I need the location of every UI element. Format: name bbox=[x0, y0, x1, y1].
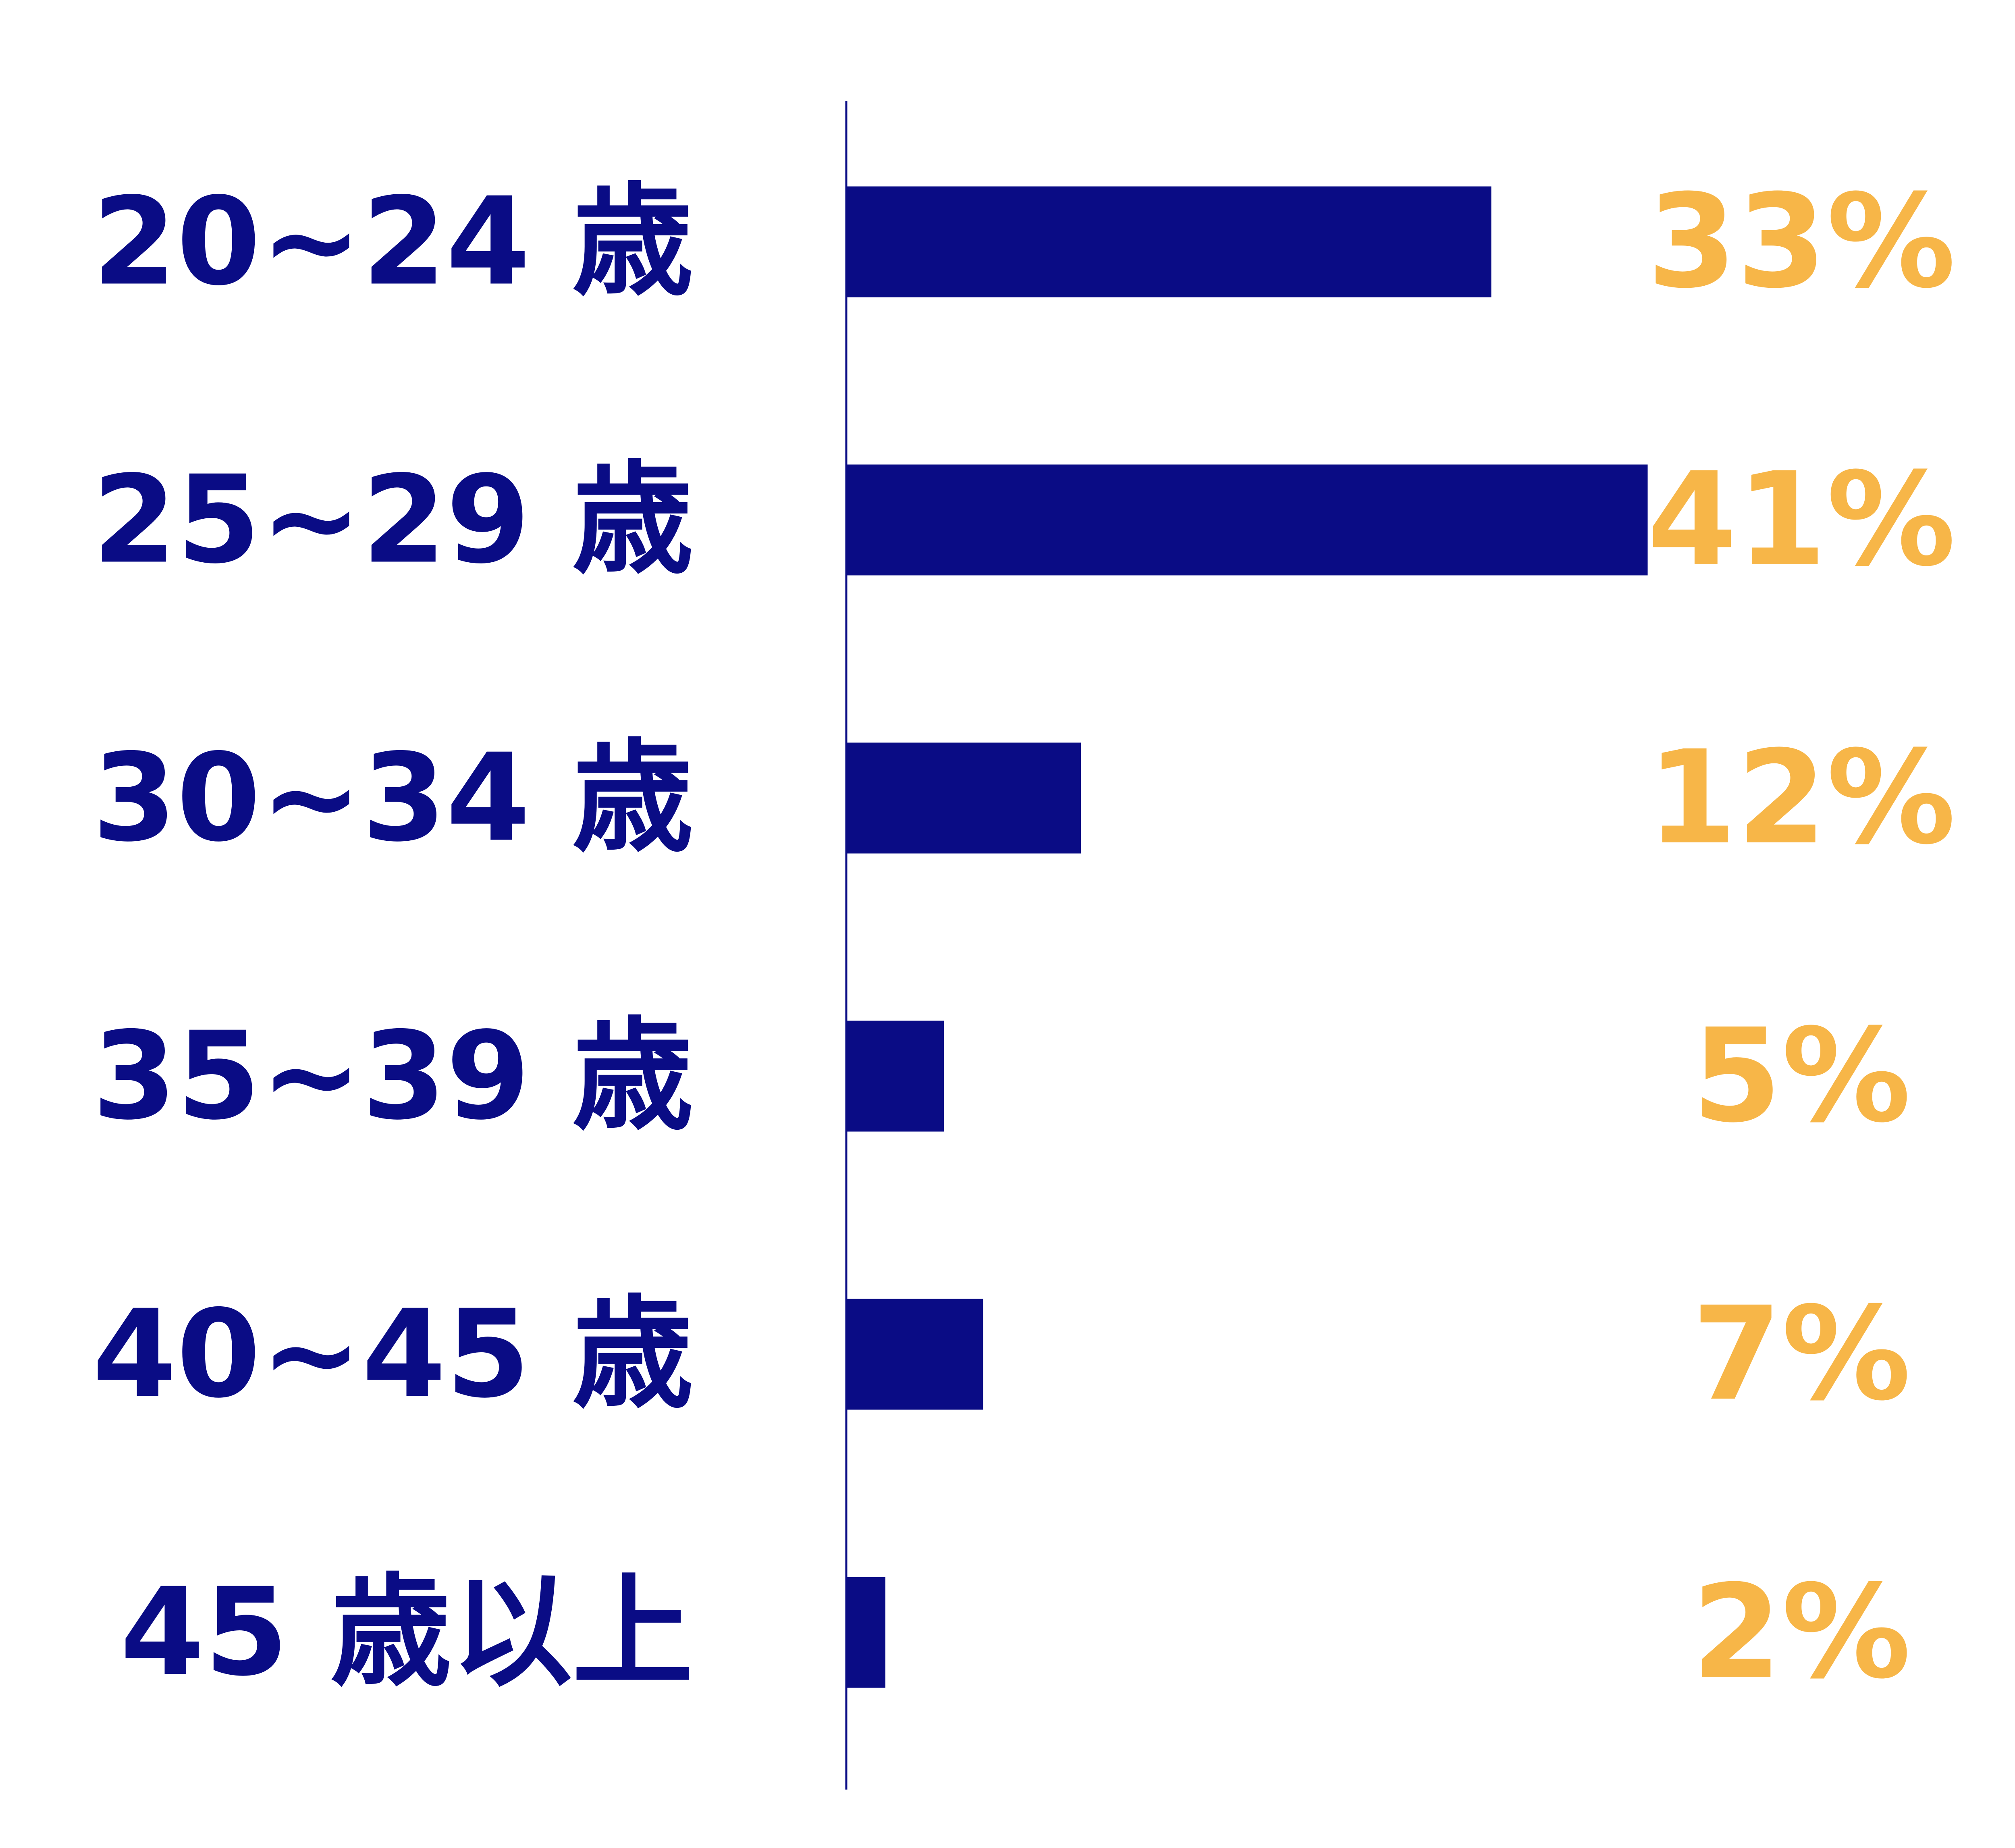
value-label-0: 33% bbox=[1647, 167, 1956, 317]
bar-3 bbox=[846, 1021, 944, 1132]
bar-2 bbox=[846, 742, 1081, 854]
category-label-0: 20~24 歳 bbox=[92, 172, 693, 312]
category-label-3: 35~39 歳 bbox=[92, 1006, 693, 1147]
value-label-4: 7% bbox=[1692, 1279, 1911, 1429]
category-label-2: 30~34 歳 bbox=[92, 728, 693, 869]
bar-5 bbox=[846, 1577, 885, 1688]
category-label-5: 45 歳以上 bbox=[120, 1562, 693, 1703]
category-label-1: 25~29 歳 bbox=[92, 450, 693, 590]
value-label-3: 5% bbox=[1692, 1001, 1911, 1151]
category-label-4: 40~45 歳 bbox=[92, 1284, 693, 1425]
value-label-2: 12% bbox=[1647, 723, 1956, 873]
category-labels-group: 20~24 歳 25~29 歳 30~34 歳 35~39 歳 40~45 歳 45 歳以… bbox=[92, 172, 693, 1703]
value-labels-group: 33% 41% 12% 5% 7% 2% bbox=[1647, 167, 1956, 1707]
bars-group bbox=[846, 186, 1648, 1688]
bar-4 bbox=[846, 1299, 983, 1410]
value-label-1: 41% bbox=[1647, 445, 1956, 595]
value-label-5: 2% bbox=[1692, 1557, 1911, 1707]
bar-0 bbox=[846, 186, 1492, 297]
bar-1 bbox=[846, 464, 1648, 576]
